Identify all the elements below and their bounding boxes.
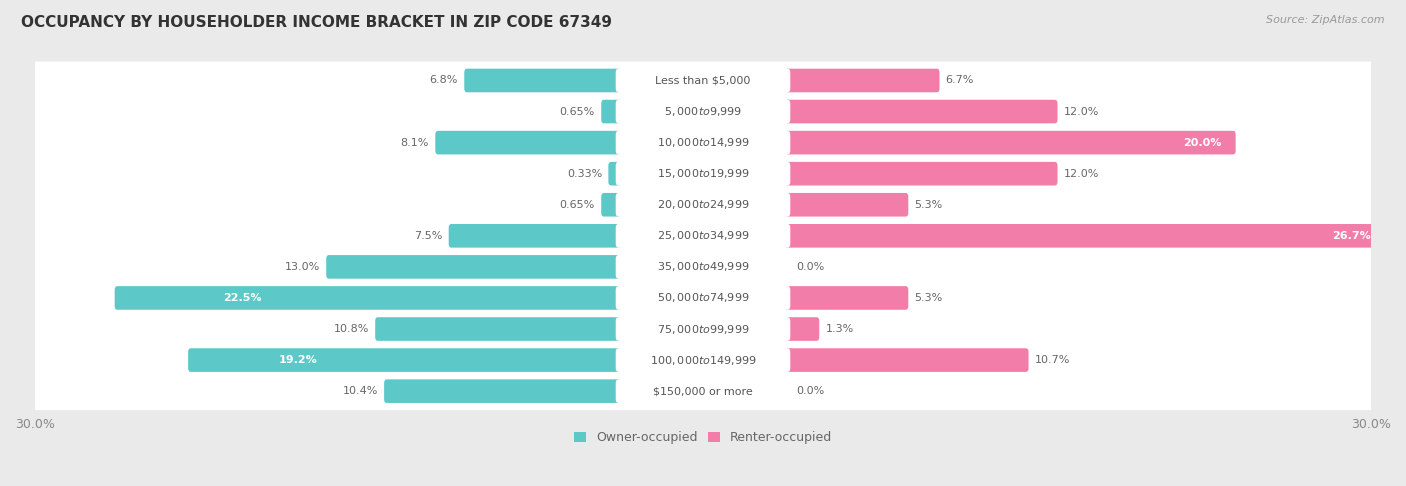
Text: $150,000 or more: $150,000 or more (654, 386, 752, 396)
Text: $75,000 to $99,999: $75,000 to $99,999 (657, 323, 749, 335)
FancyBboxPatch shape (785, 162, 1057, 186)
Text: $10,000 to $14,999: $10,000 to $14,999 (657, 136, 749, 149)
FancyBboxPatch shape (464, 69, 621, 92)
FancyBboxPatch shape (31, 155, 1375, 192)
FancyBboxPatch shape (31, 186, 1375, 224)
Text: 10.4%: 10.4% (343, 386, 378, 396)
FancyBboxPatch shape (31, 248, 1375, 286)
Text: 6.8%: 6.8% (430, 75, 458, 86)
FancyBboxPatch shape (602, 193, 621, 217)
Text: $15,000 to $19,999: $15,000 to $19,999 (657, 167, 749, 180)
FancyBboxPatch shape (616, 224, 790, 248)
FancyBboxPatch shape (115, 286, 621, 310)
Text: 1.3%: 1.3% (825, 324, 853, 334)
FancyBboxPatch shape (31, 62, 1375, 100)
Text: OCCUPANCY BY HOUSEHOLDER INCOME BRACKET IN ZIP CODE 67349: OCCUPANCY BY HOUSEHOLDER INCOME BRACKET … (21, 15, 612, 30)
FancyBboxPatch shape (616, 255, 790, 278)
FancyBboxPatch shape (31, 372, 1375, 410)
FancyBboxPatch shape (31, 217, 1375, 255)
FancyBboxPatch shape (188, 348, 621, 372)
Text: Source: ZipAtlas.com: Source: ZipAtlas.com (1267, 15, 1385, 25)
FancyBboxPatch shape (616, 193, 790, 217)
FancyBboxPatch shape (602, 100, 621, 123)
FancyBboxPatch shape (785, 100, 1057, 123)
Text: 12.0%: 12.0% (1064, 169, 1099, 179)
Text: 12.0%: 12.0% (1064, 106, 1099, 117)
FancyBboxPatch shape (449, 224, 621, 248)
Text: $5,000 to $9,999: $5,000 to $9,999 (664, 105, 742, 118)
Text: 13.0%: 13.0% (285, 262, 321, 272)
Text: 20.0%: 20.0% (1184, 138, 1222, 148)
Text: $50,000 to $74,999: $50,000 to $74,999 (657, 292, 749, 304)
Text: 10.8%: 10.8% (333, 324, 368, 334)
Text: $25,000 to $34,999: $25,000 to $34,999 (657, 229, 749, 243)
Text: 5.3%: 5.3% (914, 293, 943, 303)
FancyBboxPatch shape (31, 123, 1375, 161)
FancyBboxPatch shape (785, 286, 908, 310)
Text: 0.65%: 0.65% (560, 200, 595, 210)
FancyBboxPatch shape (31, 341, 1375, 379)
Text: 6.7%: 6.7% (946, 75, 974, 86)
FancyBboxPatch shape (375, 317, 621, 341)
Legend: Owner-occupied, Renter-occupied: Owner-occupied, Renter-occupied (568, 426, 838, 449)
FancyBboxPatch shape (616, 380, 790, 403)
FancyBboxPatch shape (31, 93, 1375, 131)
FancyBboxPatch shape (616, 162, 790, 186)
FancyBboxPatch shape (785, 317, 820, 341)
FancyBboxPatch shape (785, 193, 908, 217)
Text: 8.1%: 8.1% (401, 138, 429, 148)
Text: 26.7%: 26.7% (1333, 231, 1371, 241)
FancyBboxPatch shape (785, 69, 939, 92)
FancyBboxPatch shape (785, 224, 1385, 248)
FancyBboxPatch shape (616, 131, 790, 155)
Text: Less than $5,000: Less than $5,000 (655, 75, 751, 86)
FancyBboxPatch shape (31, 279, 1375, 317)
FancyBboxPatch shape (384, 380, 621, 403)
Text: 19.2%: 19.2% (278, 355, 318, 365)
FancyBboxPatch shape (785, 348, 1029, 372)
FancyBboxPatch shape (616, 69, 790, 92)
Text: $100,000 to $149,999: $100,000 to $149,999 (650, 354, 756, 366)
Text: 7.5%: 7.5% (415, 231, 443, 241)
Text: 0.0%: 0.0% (797, 386, 825, 396)
FancyBboxPatch shape (616, 100, 790, 123)
Text: $35,000 to $49,999: $35,000 to $49,999 (657, 260, 749, 274)
Text: 22.5%: 22.5% (224, 293, 262, 303)
FancyBboxPatch shape (785, 131, 1236, 155)
Text: 5.3%: 5.3% (914, 200, 943, 210)
FancyBboxPatch shape (436, 131, 621, 155)
FancyBboxPatch shape (616, 348, 790, 372)
Text: 0.65%: 0.65% (560, 106, 595, 117)
Text: 0.33%: 0.33% (567, 169, 602, 179)
FancyBboxPatch shape (31, 310, 1375, 348)
FancyBboxPatch shape (616, 286, 790, 310)
FancyBboxPatch shape (609, 162, 621, 186)
Text: 0.0%: 0.0% (797, 262, 825, 272)
Text: $20,000 to $24,999: $20,000 to $24,999 (657, 198, 749, 211)
FancyBboxPatch shape (326, 255, 621, 278)
FancyBboxPatch shape (616, 317, 790, 341)
Text: 10.7%: 10.7% (1035, 355, 1070, 365)
